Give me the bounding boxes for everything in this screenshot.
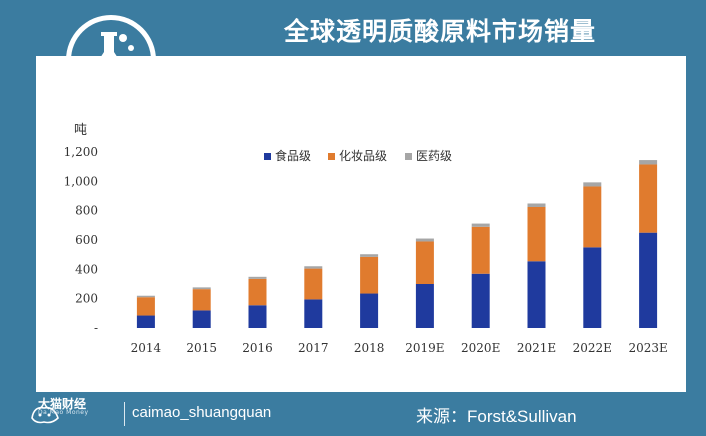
bar-segment [471,273,490,328]
bar-segment [583,182,602,187]
x-tick-label: 2017 [298,341,329,355]
bar-segment [639,160,658,165]
y-axis-label: 吨 [74,123,87,138]
bar-segment [248,276,267,279]
y-tick-label: 200 [75,292,98,306]
legend-swatch [328,153,335,160]
bar-segment [192,310,211,328]
chart-panel [36,56,686,392]
bar-segment [527,261,546,328]
bar-segment [639,164,658,233]
brand-name-en: Da Mao Money [38,409,89,416]
legend-swatch [405,153,412,160]
y-tick-label: 800 [75,204,98,218]
y-tick-label: 600 [75,233,98,247]
account-handle: caimao_shuangquan [132,404,272,421]
bar-segment [583,247,602,328]
chart: 食品级 化妆品级 医药级 吨 - 200 400 600 800 1,000 1,200 201… [64,123,668,355]
bar-segment [639,232,658,328]
legend: 食品级 化妆品级 医药级 [264,148,452,163]
bar-segment [360,293,379,328]
legend-swatch [264,153,271,160]
bar-segment [360,254,379,257]
bar-segment [248,278,267,306]
y-tick-label: - [94,321,98,335]
x-tick-label: 2014 [131,341,162,355]
bar-segment [527,207,546,262]
bar-segment [527,203,546,207]
y-tick-label: 400 [75,262,98,276]
x-axis-ticks: 2014 2015 2016 2017 2018 2019E 2020E 2021E 2022E… [131,341,668,355]
bar-segment [192,287,211,290]
bar-segment [136,315,155,328]
bar-segment [471,226,490,274]
y-tick-label: 1,200 [64,145,98,159]
footer: 大猫财经 Da Mao Money caimao_shuangquan 来源：F… [0,394,706,436]
bar-segment [248,305,267,328]
x-tick-label: 2022E [573,341,612,355]
bar-segment [192,289,211,311]
bar-segment [415,241,434,284]
brand-logo [31,406,59,424]
divider [124,402,125,426]
x-tick-label: 2019E [405,341,444,355]
legend-label: 化妆品级 [339,149,387,163]
bar-segment [304,266,323,269]
x-tick-label: 2020E [461,341,500,355]
bar-segment [415,284,434,328]
bar-segment [360,256,379,294]
x-tick-label: 2016 [242,341,273,355]
bar-segment [471,223,490,227]
x-tick-label: 2023E [628,341,667,355]
legend-label: 食品级 [275,148,311,163]
bars [136,160,658,328]
brand-name: 大猫财经 [38,397,87,411]
bar-segment [583,186,602,248]
y-axis-ticks: - 200 400 600 800 1,000 1,200 [64,145,98,335]
bar-segment [304,268,323,300]
y-tick-label: 1,000 [64,174,98,188]
x-tick-label: 2021E [517,341,556,355]
legend-label: 医药级 [416,149,452,163]
bar-segment [136,295,155,298]
bar-segment [415,238,434,242]
bar-segment [136,297,155,316]
source-note: 来源：Forst&Sullivan [416,407,577,426]
x-tick-label: 2018 [354,341,385,355]
page-title: 全球透明质酸原料市场销量 [283,17,596,46]
bar-segment [304,299,323,328]
x-tick-label: 2015 [186,341,217,355]
